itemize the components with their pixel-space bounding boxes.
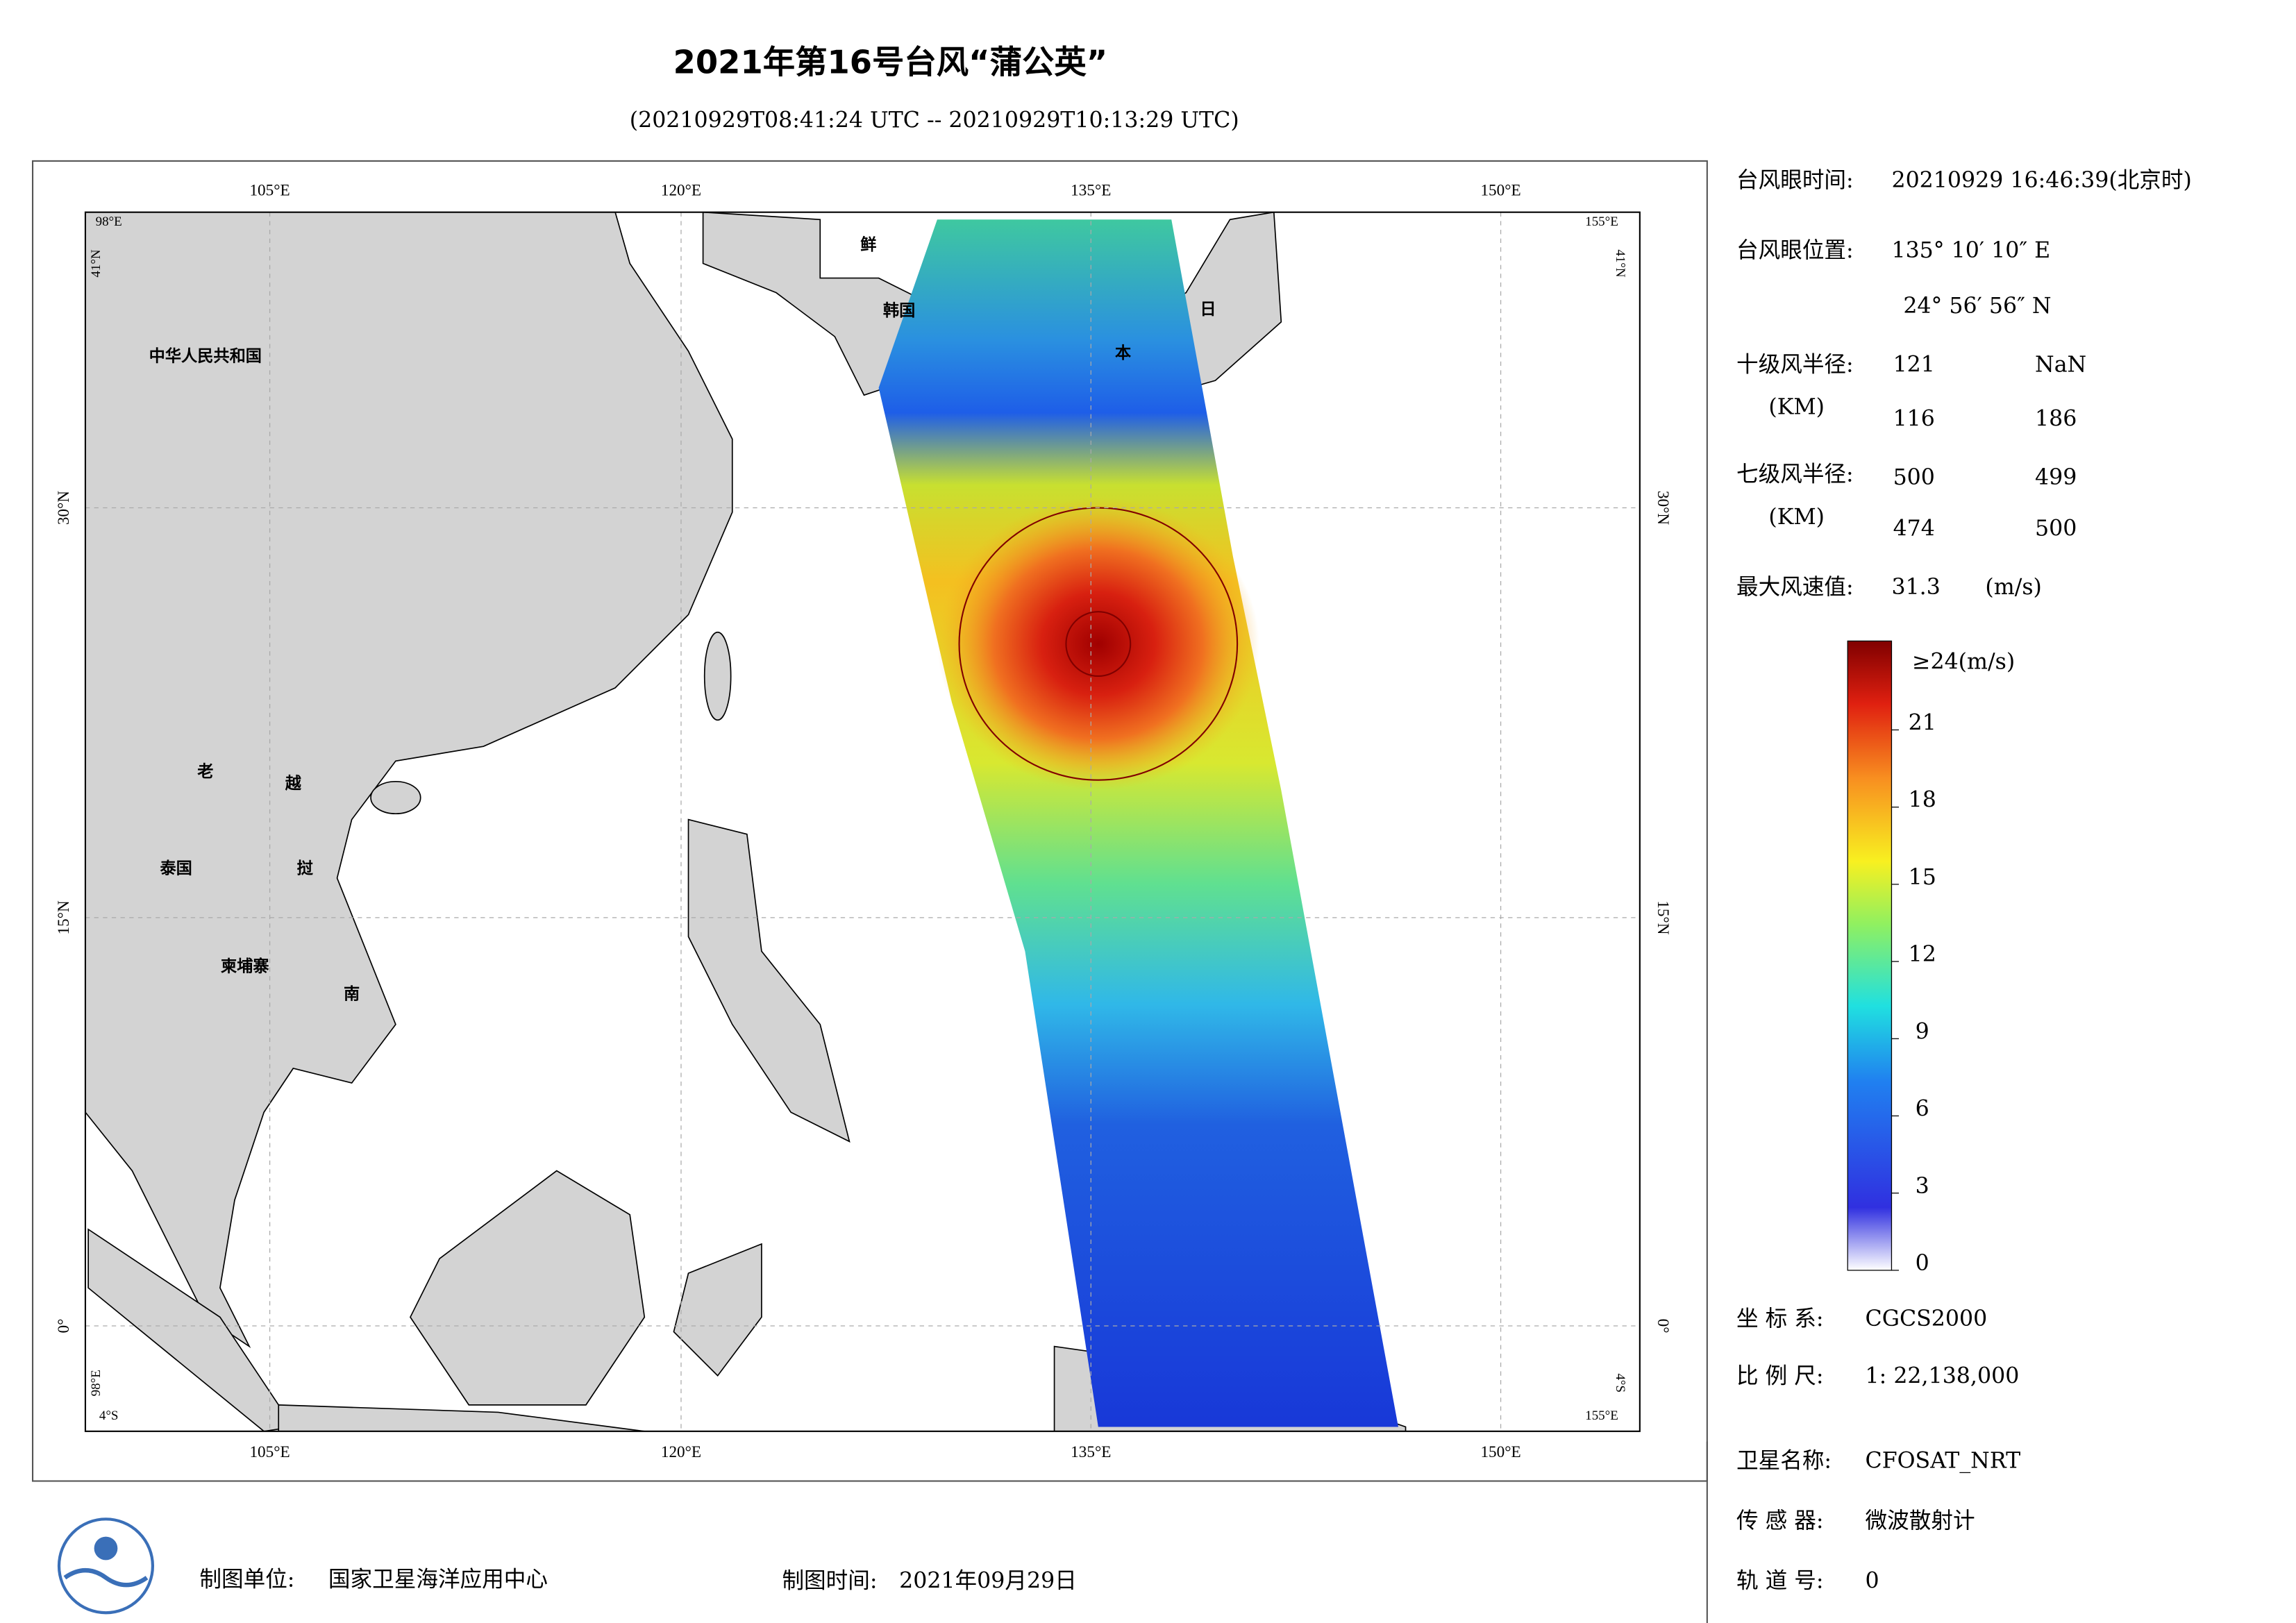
lon-label: 150°E (1480, 182, 1520, 200)
meta-value: CGCS2000 (1866, 1306, 1988, 1331)
colorbar-tick-label: 18 (1909, 788, 1936, 813)
meta-label: 坐 标 系: (1736, 1306, 1824, 1331)
corner-label: 41°N (89, 249, 103, 278)
logo (57, 1517, 155, 1615)
place-label: 南 (344, 985, 360, 1004)
place-label: 柬埔寨 (221, 957, 269, 976)
colorbar (1847, 640, 1893, 1271)
eye-lat: 24° 56′ 56″ N (1903, 294, 2051, 319)
eye-lon: 135° 10′ 10″ E (1891, 238, 2050, 263)
colorbar-tick-label: 6 (1916, 1097, 1929, 1122)
place-label: 中华人民共和国 (149, 346, 262, 365)
colorbar-tick-label: 21 (1909, 711, 1936, 736)
max-wind-unit: (m/s) (1985, 575, 2042, 600)
lon-label: 120°E (661, 182, 701, 200)
colorbar-tick-label: 3 (1916, 1174, 1929, 1199)
meta-value: 微波散射计 (1866, 1508, 1975, 1533)
radius10-value: 121 (1893, 353, 1935, 378)
footer-label: 制图时间: (782, 1568, 877, 1593)
place-label: 泰国 (159, 859, 192, 877)
corner-label: 98°E (89, 1370, 103, 1396)
radius10-unit: (KM) (1768, 395, 1825, 420)
corner-label: 98°E (96, 215, 122, 229)
eye-time-value: 20210929 16:46:39(北京时) (1891, 168, 2191, 193)
radius7-unit: (KM) (1768, 505, 1825, 530)
place-label: 鲜 (860, 235, 876, 254)
subtitle: (20210929T08:41:24 UTC -- 20210929T10:13… (630, 108, 1239, 133)
lat-label: 15°N (55, 900, 73, 934)
title: 2021年第16号台风“蒲公英” (673, 43, 1108, 81)
footer-label: 制图单位: (199, 1567, 294, 1592)
lat-label: 30°N (55, 491, 73, 525)
radius7-value: 500 (1893, 465, 1935, 490)
graticule (85, 212, 1640, 1431)
typhoon-core (937, 497, 1259, 791)
lon-label: 120°E (661, 1443, 701, 1461)
radius10-label: 十级风半径: (1736, 353, 1854, 378)
meta-label: 比 例 尺: (1736, 1363, 1824, 1388)
map-border (84, 211, 1641, 1432)
lon-label: 150°E (1480, 1443, 1520, 1461)
map-frame (31, 160, 1708, 1482)
corner-label: 4°S (1613, 1373, 1627, 1393)
wind-radius-10 (1065, 611, 1132, 678)
max-wind-value: 31.3 (1891, 575, 1940, 600)
meta-label: 轨 道 号: (1736, 1568, 1824, 1593)
eye-time-label: 台风眼时间: (1736, 168, 1854, 193)
colorbar-tick-label: 15 (1909, 865, 1936, 890)
corner-label: 155°E (1585, 1408, 1618, 1423)
place-label: 日 (1200, 300, 1216, 319)
meta-value: 0 (1866, 1568, 1879, 1593)
place-label: 老 (196, 762, 213, 781)
lon-label: 105°E (249, 182, 290, 200)
meta-label: 传 感 器: (1736, 1508, 1824, 1533)
meta-value: 1: 22,138,000 (1866, 1363, 2020, 1388)
meta-value: CFOSAT_NRT (1866, 1449, 2021, 1474)
lat-label: 15°N (1654, 900, 1672, 934)
place-label: 本 (1115, 344, 1132, 362)
colorbar-tick-label: 12 (1909, 942, 1936, 967)
corner-label: 155°E (1585, 215, 1618, 229)
lat-label: 0° (1654, 1319, 1672, 1334)
radius10-value: NaN (2035, 353, 2086, 378)
colorbar-top-label: ≥24(m/s) (1912, 650, 2015, 675)
radius7-value: 499 (2035, 465, 2077, 490)
lon-label: 105°E (249, 1443, 290, 1461)
place-label: 越 (285, 774, 302, 793)
corner-label: 41°N (1613, 249, 1627, 278)
place-label: 挝 (297, 859, 314, 877)
radius10-value: 116 (1893, 407, 1935, 432)
footer-value: 2021年09月29日 (899, 1568, 1077, 1593)
colorbar-tick-label: 9 (1916, 1019, 1929, 1044)
radius10-value: 186 (2035, 407, 2077, 432)
max-wind-label: 最大风速值: (1736, 575, 1854, 600)
colorbar-tick-label: 0 (1916, 1251, 1929, 1276)
eye-position-label: 台风眼位置: (1736, 238, 1854, 263)
lon-label: 135°E (1071, 182, 1111, 200)
lat-label: 0° (55, 1319, 73, 1334)
radius7-value: 474 (1893, 516, 1935, 541)
footer-value: 国家卫星海洋应用中心 (328, 1567, 548, 1592)
radius7-label: 七级风半径: (1736, 462, 1854, 487)
lon-label: 135°E (1071, 1443, 1111, 1461)
radius7-value: 500 (2035, 516, 2077, 541)
place-label: 韩国 (883, 301, 915, 320)
corner-label: 4°S (99, 1408, 119, 1423)
lat-label: 30°N (1654, 491, 1672, 525)
wind-swath (878, 219, 1399, 1427)
meta-label: 卫星名称: (1736, 1449, 1832, 1474)
